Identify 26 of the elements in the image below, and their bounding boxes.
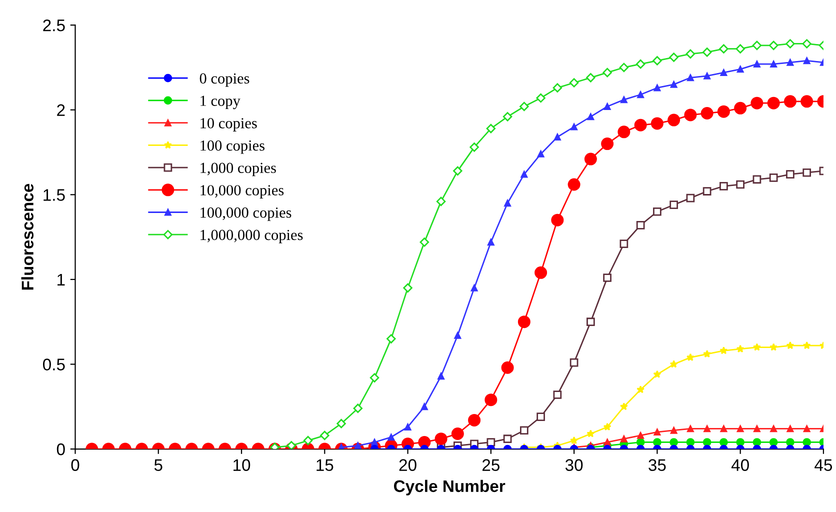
x-tick-label: 35 [648, 459, 666, 471]
legend-label: 1,000,000 copies [200, 230, 303, 244]
legend-label: 1,000 copies [200, 162, 276, 176]
x-tick-label: 10 [234, 459, 250, 471]
x-tick-label: 20 [399, 459, 416, 471]
y-tick-label: 2.5 [43, 19, 65, 32]
y-tick-label: 2 [57, 104, 65, 116]
x-tick-label: 40 [731, 459, 749, 471]
x-tick-label: 15 [316, 459, 334, 471]
x-tick-label: 0 [71, 459, 80, 471]
legend-label: 0 copies [200, 73, 250, 87]
y-tick-label: 1 [58, 274, 65, 286]
x-tick-label: 45 [814, 459, 832, 471]
x-tick-label: 25 [482, 459, 500, 471]
legend-label: 1 copy [200, 96, 240, 110]
x-tick-label: 30 [565, 459, 583, 471]
legend-label: 10 copies [200, 118, 257, 132]
y-tick-label: 0 [56, 443, 65, 456]
legend-label: 10,000 copies [200, 185, 284, 198]
legend-label: 100,000 copies [200, 207, 292, 221]
y-tick-label: 0.5 [43, 358, 65, 370]
legend-label: 100 copies [200, 140, 264, 154]
x-axis-title: Cycle Number [394, 480, 506, 496]
y-axis-title: Fluorescence [21, 184, 34, 290]
y-tick-label: 1.5 [44, 189, 65, 201]
x-tick-label: 5 [154, 459, 162, 471]
